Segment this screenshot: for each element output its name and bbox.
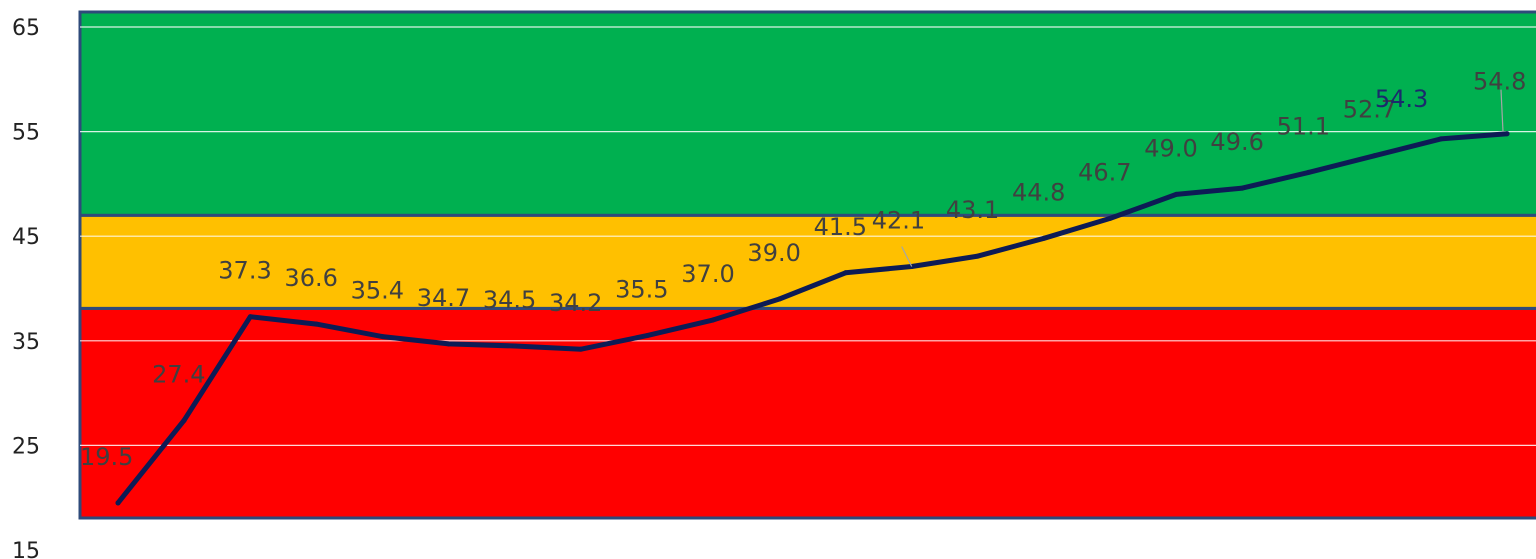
data-point (247, 314, 253, 320)
data-label: 34.5 (483, 286, 536, 314)
data-label: 35.5 (615, 276, 668, 304)
data-point (1438, 136, 1444, 142)
data-label: 49.6 (1210, 128, 1263, 156)
data-label: 37.0 (681, 260, 734, 288)
data-label: 39.0 (747, 239, 800, 267)
data-point (380, 334, 386, 340)
data-label: 46.7 (1078, 158, 1131, 186)
y-tick-label: 65 (12, 16, 40, 41)
y-axis: 15 25 35 45 55 65 (12, 16, 40, 559)
data-point (975, 253, 981, 259)
data-label: 49.0 (1144, 134, 1197, 162)
band-layer (78, 10, 1536, 520)
data-label: 42.1 (872, 207, 925, 235)
data-point (776, 296, 782, 302)
data-label: 52.7 (1343, 96, 1396, 124)
data-label: 54.3 (1375, 85, 1428, 113)
data-point (578, 346, 584, 352)
leader-line (1500, 89, 1504, 132)
data-point (843, 270, 849, 276)
data-point (1173, 191, 1179, 197)
leader-line (901, 246, 913, 267)
data-point (1504, 131, 1510, 137)
data-point (1041, 235, 1047, 241)
data-label: 34.7 (417, 284, 470, 312)
yellow-zone (78, 213, 1536, 310)
y-tick-label: 15 (12, 539, 40, 559)
gridlines (80, 26, 1536, 551)
data-label-layer: 19.5 27.4 37.3 36.6 35.4 34.7 34.5 34.2 35.5 37.0… (80, 68, 1526, 471)
data-label: 41.5 (814, 213, 867, 241)
y-tick-label: 55 (12, 121, 40, 146)
data-label: 37.3 (218, 257, 271, 285)
data-point (446, 341, 452, 347)
data-label: 19.5 (80, 443, 133, 471)
data-point (644, 333, 650, 339)
data-label: 54.8 (1473, 68, 1526, 96)
data-label: 43.1 (946, 196, 999, 224)
data-point (181, 417, 187, 423)
data-point (1306, 169, 1312, 175)
series-line (115, 131, 1510, 506)
data-point (1239, 185, 1245, 191)
y-tick-label: 25 (12, 434, 40, 459)
series-layer (115, 131, 1510, 506)
data-label: 35.4 (351, 277, 404, 305)
data-label: 51.1 (1277, 112, 1330, 140)
data-label: 44.8 (1012, 178, 1065, 206)
red-zone (78, 306, 1536, 520)
data-label: 34.2 (549, 289, 602, 317)
y-tick-label: 45 (12, 225, 40, 250)
data-point (1107, 215, 1113, 221)
data-label: 36.6 (284, 264, 337, 292)
data-point (1372, 153, 1378, 159)
data-point (710, 317, 716, 323)
data-label: 27.4 (152, 360, 205, 388)
green-zone (78, 10, 1536, 217)
y-tick-label: 35 (12, 330, 40, 355)
data-point (115, 500, 121, 506)
data-point (313, 321, 319, 327)
data-point (512, 343, 518, 349)
